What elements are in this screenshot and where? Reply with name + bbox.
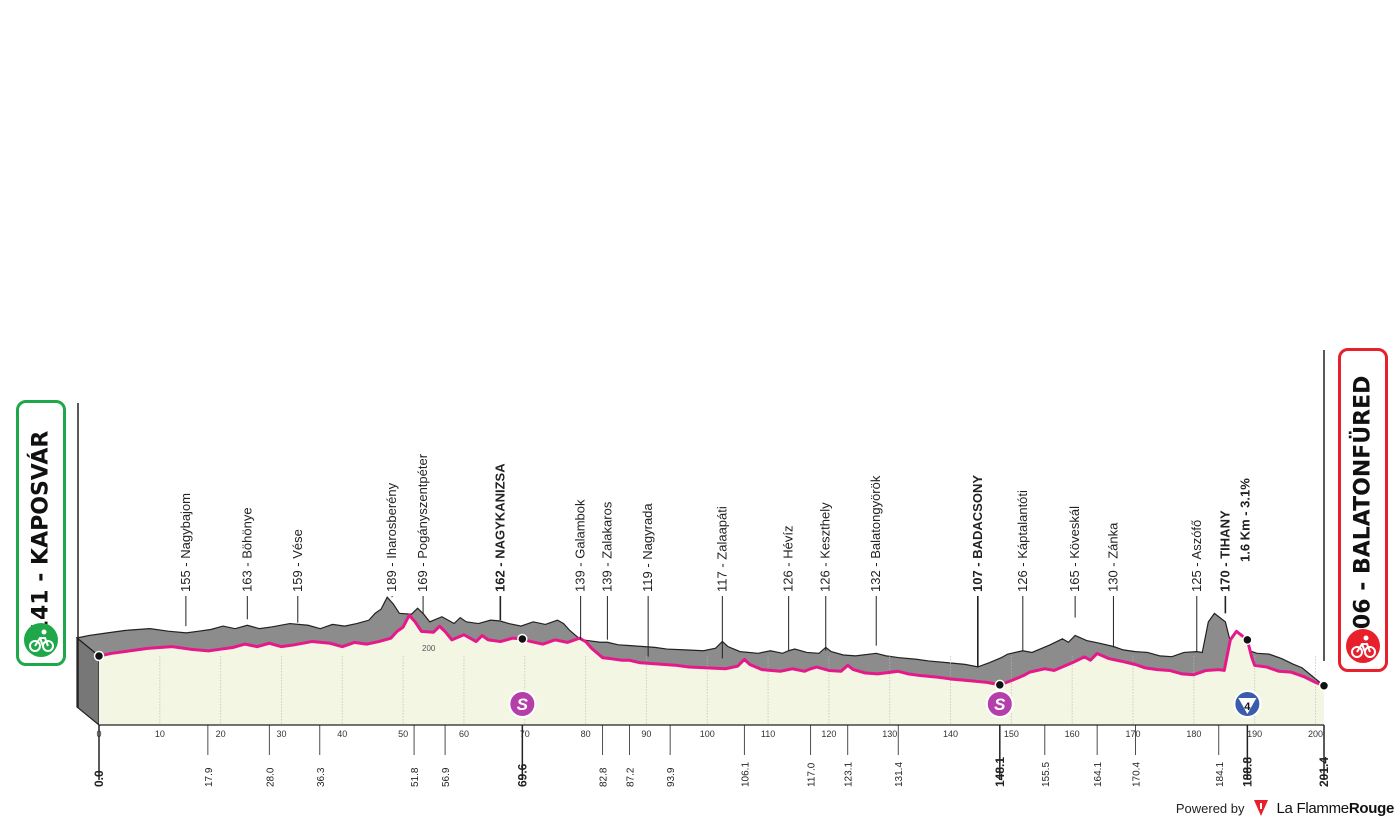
x-tick-label: 180 — [1186, 729, 1201, 739]
km-label: 17.9 — [204, 767, 215, 787]
powered-by-text: Powered by — [1175, 800, 1245, 816]
flame-logo-icon — [1253, 800, 1268, 816]
km-label: 131.4 — [894, 762, 905, 787]
x-tick-label: 160 — [1065, 729, 1080, 739]
x-tick-label: 100 — [700, 729, 715, 739]
x-tick-label: 20 — [216, 729, 226, 739]
start-city-label: 141 - KAPOSVÁR — [28, 430, 54, 636]
km-label: 155.5 — [1041, 762, 1052, 787]
km-label: 188.8 — [1240, 757, 1254, 787]
km-label: 28.0 — [265, 767, 276, 787]
km-label: 184.1 — [1215, 762, 1226, 787]
waypoint-label: 126 - Hévíz — [781, 526, 796, 592]
x-tick-label: 110 — [761, 729, 775, 739]
km-label: 164.1 — [1093, 762, 1104, 787]
waypoint-label: 125 - Aszófő — [1189, 520, 1204, 592]
waypoint-label: 163 - Böhönye — [239, 507, 254, 592]
cyclist-finish-icon — [1346, 629, 1380, 663]
waypoint-label: 169 - Pogányszentpéter — [415, 453, 430, 592]
finish-city-box: 106 - BALATONFÜRED — [1338, 348, 1388, 672]
km-label: 0.0 — [92, 770, 106, 787]
km-label: 148.1 — [993, 757, 1007, 787]
x-tick-label: 120 — [821, 729, 836, 739]
x-tick-label: 60 — [459, 729, 469, 739]
x-tick-label: 10 — [155, 729, 165, 739]
km-label: 201.4 — [1317, 757, 1331, 787]
waypoint-label: 159 - Vése — [290, 529, 305, 592]
waypoint-label: 162 - NAGYKANIZSA — [492, 463, 507, 592]
waypoint-label: 139 - Galambok — [573, 499, 588, 592]
x-tick-label: 80 — [581, 729, 591, 739]
climb-category-label: 4 — [1244, 701, 1251, 713]
route-line — [98, 613, 1325, 688]
x-tick-label: 190 — [1247, 729, 1262, 739]
waypoint-label: 126 - Káptalantóti — [1015, 490, 1030, 592]
km-label: 69.6 — [515, 763, 529, 787]
km-label: 106.1 — [740, 762, 751, 787]
km-label: 87.2 — [625, 767, 636, 787]
waypoint-label: 165 - Köveskál — [1067, 506, 1082, 592]
powered-by: Powered by La FlammeRouge — [1176, 797, 1394, 819]
climb-detail-label: 1.6 Km - 3.1% — [1237, 478, 1252, 562]
waypoint-label: 170 - TIHANY — [1217, 510, 1232, 592]
route-marker-dot — [994, 679, 1006, 691]
sprint-icon — [508, 690, 537, 718]
waypoint-label: 107 - BADACSONY — [970, 475, 985, 592]
elevation-ref-label: 200 — [422, 644, 436, 653]
x-tick-label: 170 — [1125, 729, 1140, 739]
waypoint-label: 117 - Zalaapáti — [714, 506, 729, 592]
waypoint-label: 132 - Balatongyörök — [868, 475, 883, 592]
route-marker-dot — [517, 633, 528, 645]
brand-light: La Flamme — [1276, 799, 1350, 817]
sprint-icon — [985, 690, 1014, 718]
waypoint-label: 130 - Zánka — [1105, 522, 1120, 592]
waypoint-label: 119 - Nagyrada — [640, 503, 655, 592]
x-tick-label: 150 — [1004, 729, 1019, 739]
waypoint-label: 189 - Iharosberény — [384, 482, 399, 592]
km-label: 36.3 — [316, 767, 327, 787]
climb-triangle-icon — [1238, 698, 1257, 714]
finish-city-label: 106 - BALATONFÜRED — [1350, 375, 1376, 645]
route-marker-dot — [1242, 634, 1253, 646]
km-label: 56.9 — [441, 767, 452, 787]
brand-name: La FlammeRouge — [1277, 800, 1395, 817]
x-tick-label: 70 — [520, 729, 530, 739]
x-tick-label: 140 — [943, 729, 958, 739]
cyclist-start-icon — [24, 623, 58, 657]
route-marker-dot — [93, 650, 105, 662]
km-label: 51.8 — [410, 767, 421, 787]
waypoint-label: 139 - Zalakaros — [599, 501, 614, 592]
waypoint-label: 155 - Nagybajom — [178, 493, 193, 592]
waypoint-label: 126 - Keszthely — [818, 502, 833, 592]
x-tick-label: 200 — [1308, 729, 1323, 739]
km-label: 82.8 — [599, 767, 610, 787]
route-marker-dot — [1318, 680, 1330, 691]
x-tick-label: 40 — [337, 729, 347, 739]
km-label: 117.0 — [807, 762, 818, 787]
km-label: 123.1 — [844, 762, 855, 787]
start-city-box: 141 - KAPOSVÁR — [16, 400, 66, 666]
x-tick-label: 90 — [641, 729, 651, 739]
km-label: 170.4 — [1131, 762, 1142, 787]
sprint-icon-label: S — [994, 695, 1006, 714]
x-tick-label: 50 — [398, 729, 408, 739]
km-label: 93.9 — [666, 767, 677, 787]
x-tick-label: 130 — [882, 729, 897, 739]
sprint-icon-label: S — [517, 695, 529, 714]
brand-bold: Rouge — [1348, 799, 1394, 817]
profile-base-area — [99, 615, 1324, 725]
x-tick-label: 30 — [276, 729, 286, 739]
